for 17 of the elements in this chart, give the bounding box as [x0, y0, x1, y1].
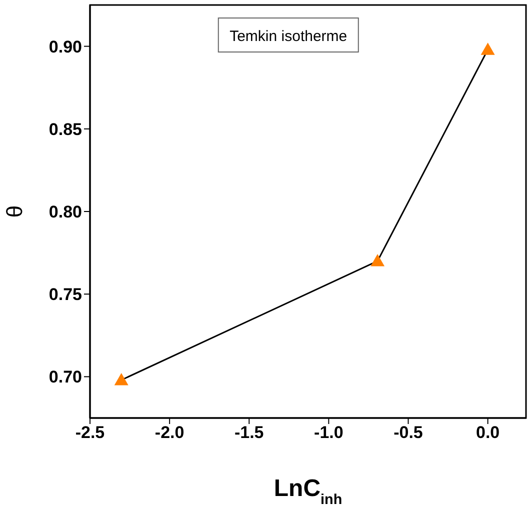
x-tick-label: -1.5	[234, 423, 264, 442]
y-tick-label: 0.80	[48, 202, 82, 222]
x-axis-title: LnC$_{inh}$	[274, 475, 342, 508]
x-tick-label: 0.0	[476, 423, 500, 442]
annotation: Temkin isotherme	[230, 28, 348, 45]
point	[480, 42, 495, 55]
y-axis-title: θ	[2, 205, 27, 218]
x-tick-label: -2.0	[154, 423, 184, 442]
point	[370, 254, 385, 266]
x-tick-label: -1.0	[314, 423, 344, 442]
x-tick-label: -2.5	[75, 423, 105, 442]
y-tick-label: 0.85	[48, 120, 82, 139]
y-tick-label: 0.70	[48, 368, 82, 387]
y-tick-label: 0.90	[48, 37, 82, 56]
point	[114, 373, 128, 386]
x-tick-label: -0.5	[394, 423, 423, 442]
y-tick-label: 0.75	[48, 285, 82, 304]
